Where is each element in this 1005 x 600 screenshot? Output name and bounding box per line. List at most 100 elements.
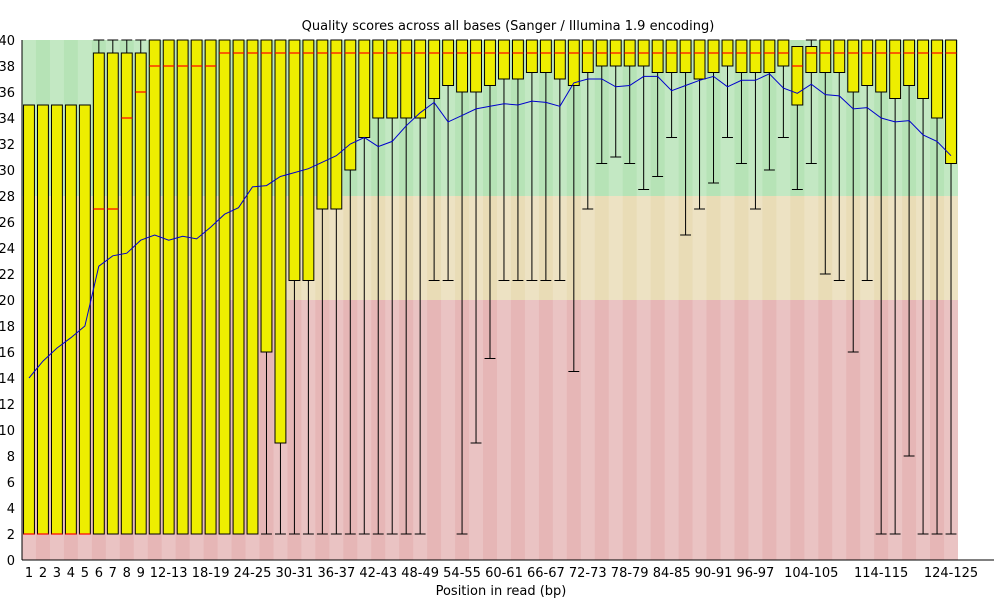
y-tick-label: 10 <box>0 424 15 439</box>
quality-box <box>679 39 692 73</box>
quality-box <box>931 39 943 119</box>
quality-box <box>903 39 916 86</box>
quality-box <box>791 46 804 106</box>
x-tick-label: 8 <box>123 566 131 581</box>
quality-box <box>861 39 874 86</box>
band-stripe <box>748 40 763 560</box>
x-tick-label: 36-37 <box>317 566 355 581</box>
quality-box <box>316 39 329 210</box>
x-tick-label: 4 <box>67 566 75 581</box>
quality-box <box>218 39 231 535</box>
band-stripe <box>636 40 651 560</box>
quality-box <box>190 39 203 535</box>
y-tick-label: 36 <box>0 86 15 101</box>
quality-box <box>246 39 259 535</box>
x-tick-label: 72-73 <box>569 566 607 581</box>
mean-line <box>28 73 952 379</box>
quality-box <box>50 104 63 535</box>
x-tick-label: 2 <box>39 566 47 581</box>
quality-box <box>511 39 524 80</box>
quality-box <box>344 39 357 171</box>
x-tick-label: 54-55 <box>443 566 481 581</box>
quality-box <box>875 39 888 93</box>
x-tick-label: 6 <box>95 566 103 581</box>
x-tick-label: 114-115 <box>854 566 908 581</box>
x-tick-label: 42-43 <box>359 566 397 581</box>
quality-box <box>106 52 119 535</box>
band-stripe <box>832 40 847 560</box>
y-tick-label: 0 <box>7 554 15 569</box>
quality-box <box>484 39 496 86</box>
x-tick-label: 90-91 <box>695 566 733 581</box>
y-tick-label: 34 <box>0 112 15 127</box>
y-tick-label: 22 <box>0 268 15 283</box>
quality-box <box>847 39 860 93</box>
y-tick-label: 30 <box>0 164 15 179</box>
quality-box <box>553 39 566 80</box>
band-stripe <box>720 40 735 560</box>
quality-box <box>442 39 455 86</box>
y-tick-label: 32 <box>0 138 15 153</box>
x-tick-label: 60-61 <box>485 566 523 581</box>
quality-box <box>805 46 818 73</box>
quality-box <box>763 39 776 73</box>
quality-box <box>78 104 91 535</box>
x-tick-label: 124-125 <box>924 566 978 581</box>
band-stripe <box>664 40 679 560</box>
quality-box <box>428 39 441 99</box>
x-axis-label: Position in read (bp) <box>436 584 567 599</box>
y-tick-label: 12 <box>0 398 15 413</box>
quality-box <box>330 39 343 210</box>
mean-series <box>28 73 952 379</box>
quality-box <box>302 39 315 281</box>
y-tick-label: 2 <box>7 528 15 543</box>
x-tick-label: 9 <box>137 566 145 581</box>
x-tick-label: 78-79 <box>611 566 649 581</box>
y-tick-label: 26 <box>0 216 15 231</box>
x-tick-label: 18-19 <box>192 566 230 581</box>
band-stripe <box>776 40 791 560</box>
quality-box <box>176 39 189 535</box>
quality-box <box>386 39 399 119</box>
quality-box <box>414 39 427 119</box>
quality-box <box>539 39 552 73</box>
x-tick-label: 66-67 <box>527 566 565 581</box>
quality-box <box>64 104 77 535</box>
band-stripe <box>552 40 567 560</box>
quality-box <box>37 104 49 535</box>
x-axis-ticks: 1 2 3 4 5 6 7 8 9 12-13 18-19 24-25 30-31 36-37 42-43 4… <box>25 566 978 581</box>
y-tick-label: 16 <box>0 346 15 361</box>
x-tick-label: 5 <box>81 566 89 581</box>
y-tick-label: 28 <box>0 190 15 205</box>
x-tick-label: 24-25 <box>234 566 272 581</box>
band-stripe <box>496 40 511 560</box>
x-tick-label: 84-85 <box>653 566 691 581</box>
quality-box <box>260 39 273 353</box>
quality-box <box>567 39 580 86</box>
band-stripe <box>441 40 456 560</box>
quality-box <box>148 39 161 535</box>
quality-box <box>525 39 538 73</box>
y-tick-label: 8 <box>7 450 15 465</box>
quality-box <box>274 39 287 444</box>
quality-box <box>134 52 147 535</box>
box-series <box>23 39 957 535</box>
quality-box <box>120 52 133 535</box>
quality-box <box>889 39 902 99</box>
y-tick-label: 20 <box>0 294 15 309</box>
quality-box <box>92 52 105 535</box>
x-tick-label: 30-31 <box>276 566 314 581</box>
quality-box <box>358 39 371 138</box>
quality-box <box>232 39 245 535</box>
x-tick-label: 48-49 <box>401 566 439 581</box>
x-tick-label: 12-13 <box>150 566 188 581</box>
x-tick-label: 1 <box>25 566 33 581</box>
quality-box <box>917 39 930 99</box>
y-tick-label: 40 <box>0 34 15 49</box>
axes <box>21 40 994 561</box>
quality-box <box>470 39 482 93</box>
x-tick-label: 3 <box>53 566 61 581</box>
quality-box <box>945 39 957 164</box>
